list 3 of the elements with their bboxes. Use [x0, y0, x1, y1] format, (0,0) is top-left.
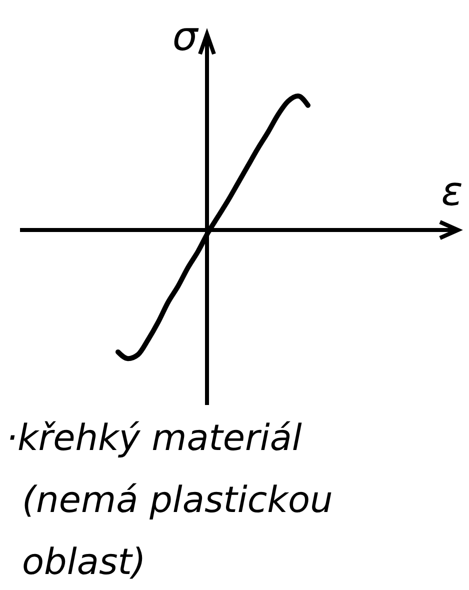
text: ·křehký materiál (nemá plastickou oblast)	[6, 418, 333, 583]
y-axis-title: σ	[172, 14, 200, 60]
x-axis-title: ε	[441, 169, 463, 215]
